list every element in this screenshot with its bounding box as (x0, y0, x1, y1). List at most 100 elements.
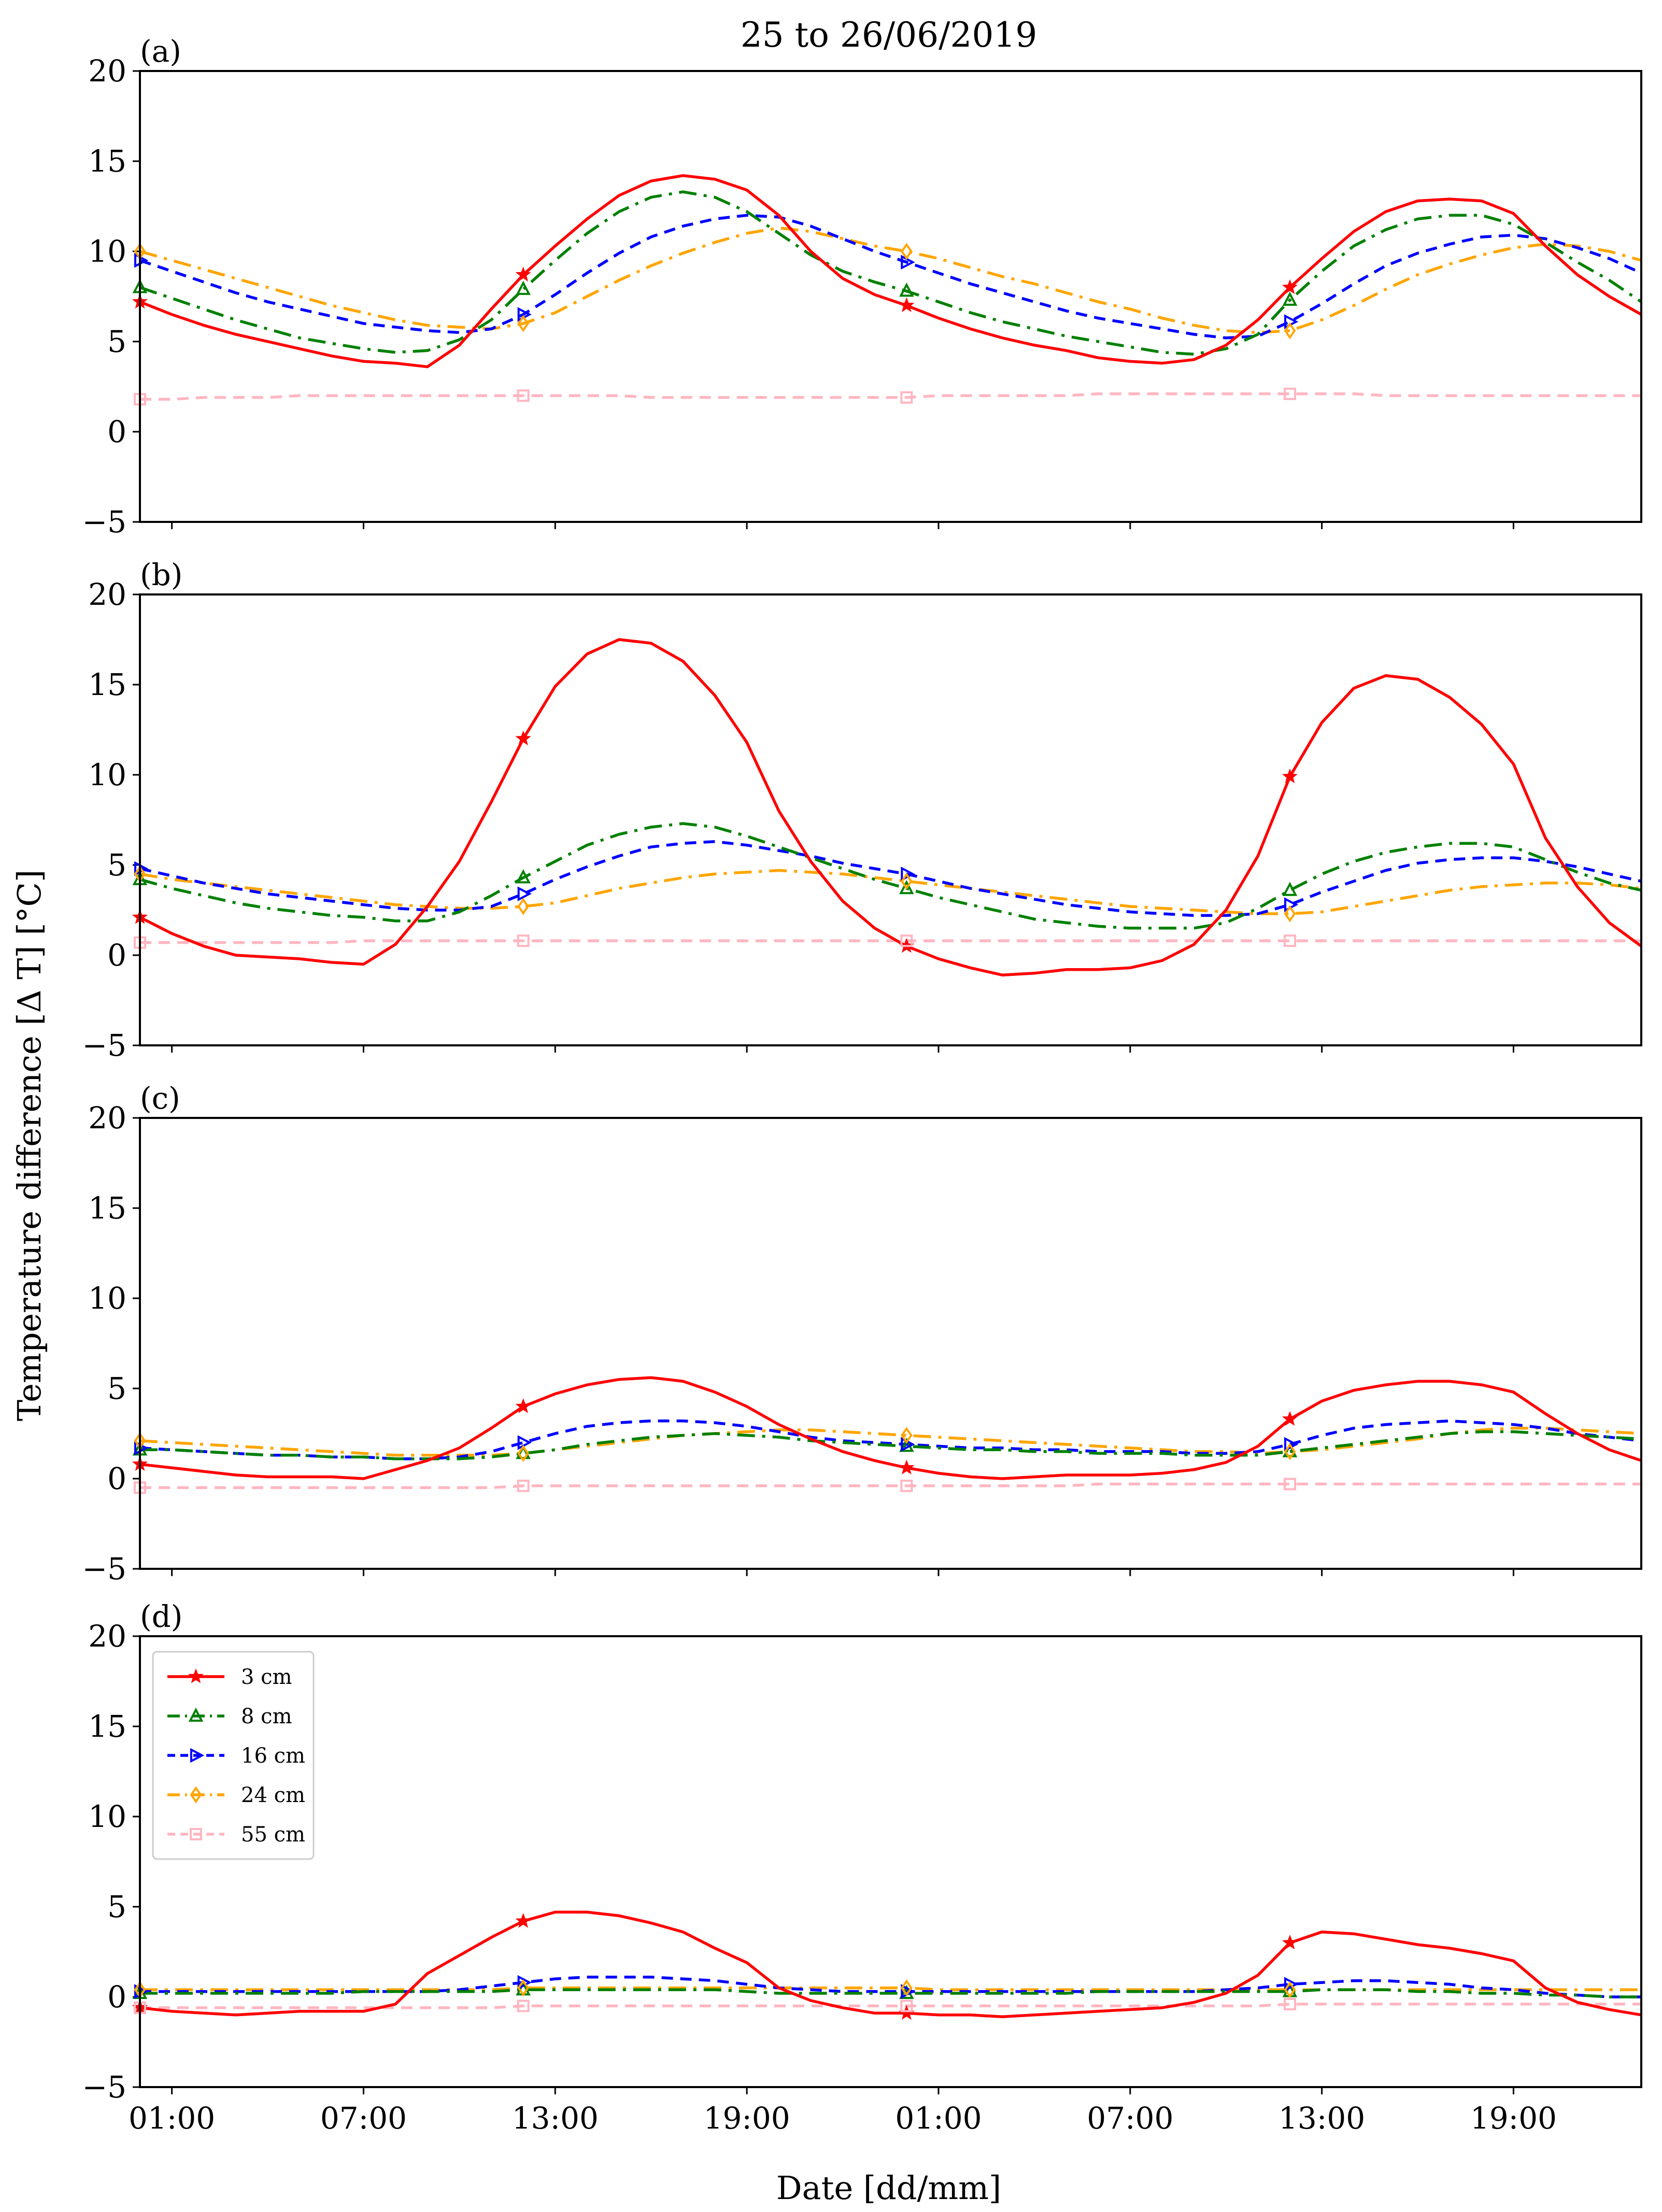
series-line (140, 638, 1641, 977)
y-axis-title: Temperature difference [Δ T] [°C] (10, 870, 48, 1421)
y-tick-label: −5 (82, 1551, 127, 1586)
marker-triangle (516, 869, 531, 884)
marker-diamond (517, 315, 530, 332)
marker-square (900, 391, 913, 404)
marker-square (900, 2000, 913, 2012)
marker-triangle-right (517, 1975, 532, 1990)
panel-label: (b) (140, 557, 182, 592)
marker-triangle (188, 1707, 204, 1722)
marker-square (900, 934, 913, 947)
marker-star (1282, 1411, 1298, 1426)
marker-triangle-right (1284, 1977, 1299, 1992)
figure-title: 25 to 26/06/2019 (741, 15, 1038, 55)
y-tick-label: 10 (88, 1281, 126, 1316)
chart-panels: −505101520(a)−505101520(b)−505101520(c)−… (82, 34, 1642, 2136)
marker-diamond (517, 1444, 530, 1462)
marker-star (1282, 768, 1298, 784)
series-line (140, 1986, 1641, 1991)
legend-label: 24 cm (241, 1783, 305, 1807)
marker-square (517, 1479, 530, 1492)
marker-diamond (900, 1979, 913, 1997)
y-tick-label: 10 (88, 757, 126, 792)
y-tick-label: 5 (107, 847, 126, 883)
x-axis-title: Date [dd/mm] (776, 2169, 1001, 2207)
marker-triangle (1282, 882, 1298, 896)
y-tick-label: 5 (107, 324, 126, 359)
marker-triangle-right (517, 1435, 532, 1450)
series-line (140, 822, 1641, 930)
y-tick-label: −5 (82, 504, 127, 540)
y-tick-label: 5 (107, 1371, 126, 1406)
legend-label: 3 cm (241, 1665, 292, 1689)
marker-star (188, 1668, 204, 1683)
legend: 3 cm 8 cm 16 cm 24 cm 55 cm (152, 1651, 315, 1860)
marker-square (517, 2000, 530, 2012)
marker-diamond (190, 1786, 202, 1804)
series-line (140, 1482, 1641, 1490)
marker-square (190, 1828, 202, 1840)
legend-label: 8 cm (241, 1705, 292, 1728)
y-tick-label: −5 (82, 1028, 127, 1063)
y-tick-label: 5 (107, 1889, 126, 1924)
plot-frame (139, 593, 1642, 1046)
marker-star (1282, 279, 1298, 294)
marker-square (1283, 387, 1296, 400)
marker-square (1283, 1997, 1296, 2010)
series-line (140, 174, 1641, 368)
y-tick-label: 15 (88, 1190, 126, 1226)
y-tick-label: 0 (107, 1461, 126, 1496)
plot-frame (139, 1635, 1642, 2088)
series-line (140, 1376, 1641, 1480)
y-tick-label: 10 (88, 1799, 126, 1834)
y-tick-label: 10 (88, 234, 126, 269)
y-tick-label: 0 (107, 938, 126, 973)
series-line (140, 869, 1641, 915)
series-line (140, 392, 1641, 401)
y-tick-label: 15 (88, 144, 126, 179)
marker-square (1283, 934, 1296, 947)
marker-triangle (516, 280, 531, 295)
marker-square (517, 389, 530, 402)
marker-diamond (1284, 905, 1296, 923)
marker-diamond (900, 1426, 913, 1444)
plot-frame (139, 1117, 1642, 1570)
y-tick-label: −5 (82, 2069, 127, 2105)
chart-panel: −5 0 5 10 15 20 01:00 07:00 13:00 19:00 01:00 07:00… (82, 1599, 1642, 2136)
marker-triangle-right (190, 1748, 205, 1763)
marker-diamond (1284, 1981, 1296, 1998)
x-tick-label: 07:00 (1087, 2101, 1173, 2136)
marker-triangle-right (901, 254, 915, 270)
marker-triangle (1282, 1443, 1298, 1457)
x-tick-label: 19:00 (1470, 2101, 1557, 2136)
series-line (140, 226, 1641, 334)
panel-label: (c) (140, 1081, 180, 1116)
marker-triangle-right (517, 886, 532, 901)
series-line (140, 190, 1641, 356)
marker-diamond (900, 243, 913, 260)
marker-star (1282, 1934, 1298, 1950)
series-line (140, 1988, 1641, 1998)
y-tick-label: 20 (88, 1619, 126, 1654)
marker-star (899, 1459, 915, 1474)
marker-star (515, 1398, 531, 1413)
chart-panel: −5 0 5 10 15 20 (b) (82, 557, 1642, 1063)
marker-triangle (899, 880, 914, 895)
y-tick-label: 15 (88, 667, 126, 702)
marker-square (1283, 1478, 1296, 1491)
legend-label: 16 cm (241, 1744, 305, 1768)
x-tick-label: 13:00 (512, 2101, 599, 2136)
y-tick-label: 0 (107, 1979, 126, 2015)
chart-panel: −5 0 5 10 15 20 (c) (82, 1081, 1642, 1586)
marker-star (515, 266, 531, 282)
marker-triangle (1282, 291, 1298, 306)
series-line (140, 1426, 1641, 1457)
panel-label: (d) (140, 1599, 182, 1634)
x-tick-label: 07:00 (320, 2101, 407, 2136)
marker-diamond (517, 1979, 530, 1997)
y-tick-label: 0 (107, 414, 126, 449)
marker-diamond (1284, 322, 1296, 339)
marker-star (899, 297, 915, 313)
marker-star (515, 730, 531, 746)
series-line (140, 939, 1641, 944)
